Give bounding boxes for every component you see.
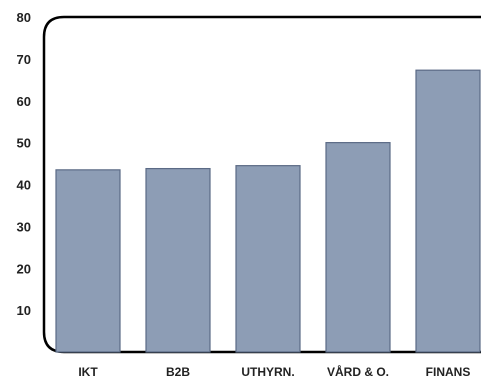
x-category-label: UTHYRN. [241, 365, 294, 379]
bar [325, 142, 391, 353]
x-category-label: FINANS [426, 365, 471, 379]
y-axis-tick-labels: 80 70 60 50 40 30 20 10 [17, 10, 31, 318]
x-axis-category-labels: IKT B2B UTHYRN. VÅRD & O. FINANS [78, 364, 470, 379]
y-tick-label: 60 [17, 94, 31, 109]
bar [145, 167, 211, 353]
y-tick-label: 20 [17, 261, 31, 276]
x-category-label: B2B [166, 365, 190, 379]
bar [415, 69, 481, 353]
y-tick-label: 40 [17, 178, 31, 193]
x-category-label: IKT [78, 365, 98, 379]
bar [235, 165, 301, 353]
y-tick-label: 30 [17, 219, 31, 234]
y-tick-label: 70 [17, 52, 31, 67]
x-category-label: VÅRD & O. [327, 364, 389, 379]
bar [55, 169, 121, 353]
y-tick-label: 10 [17, 303, 31, 318]
bars [55, 69, 481, 353]
y-tick-label: 80 [17, 10, 31, 25]
y-tick-label: 50 [17, 136, 31, 151]
